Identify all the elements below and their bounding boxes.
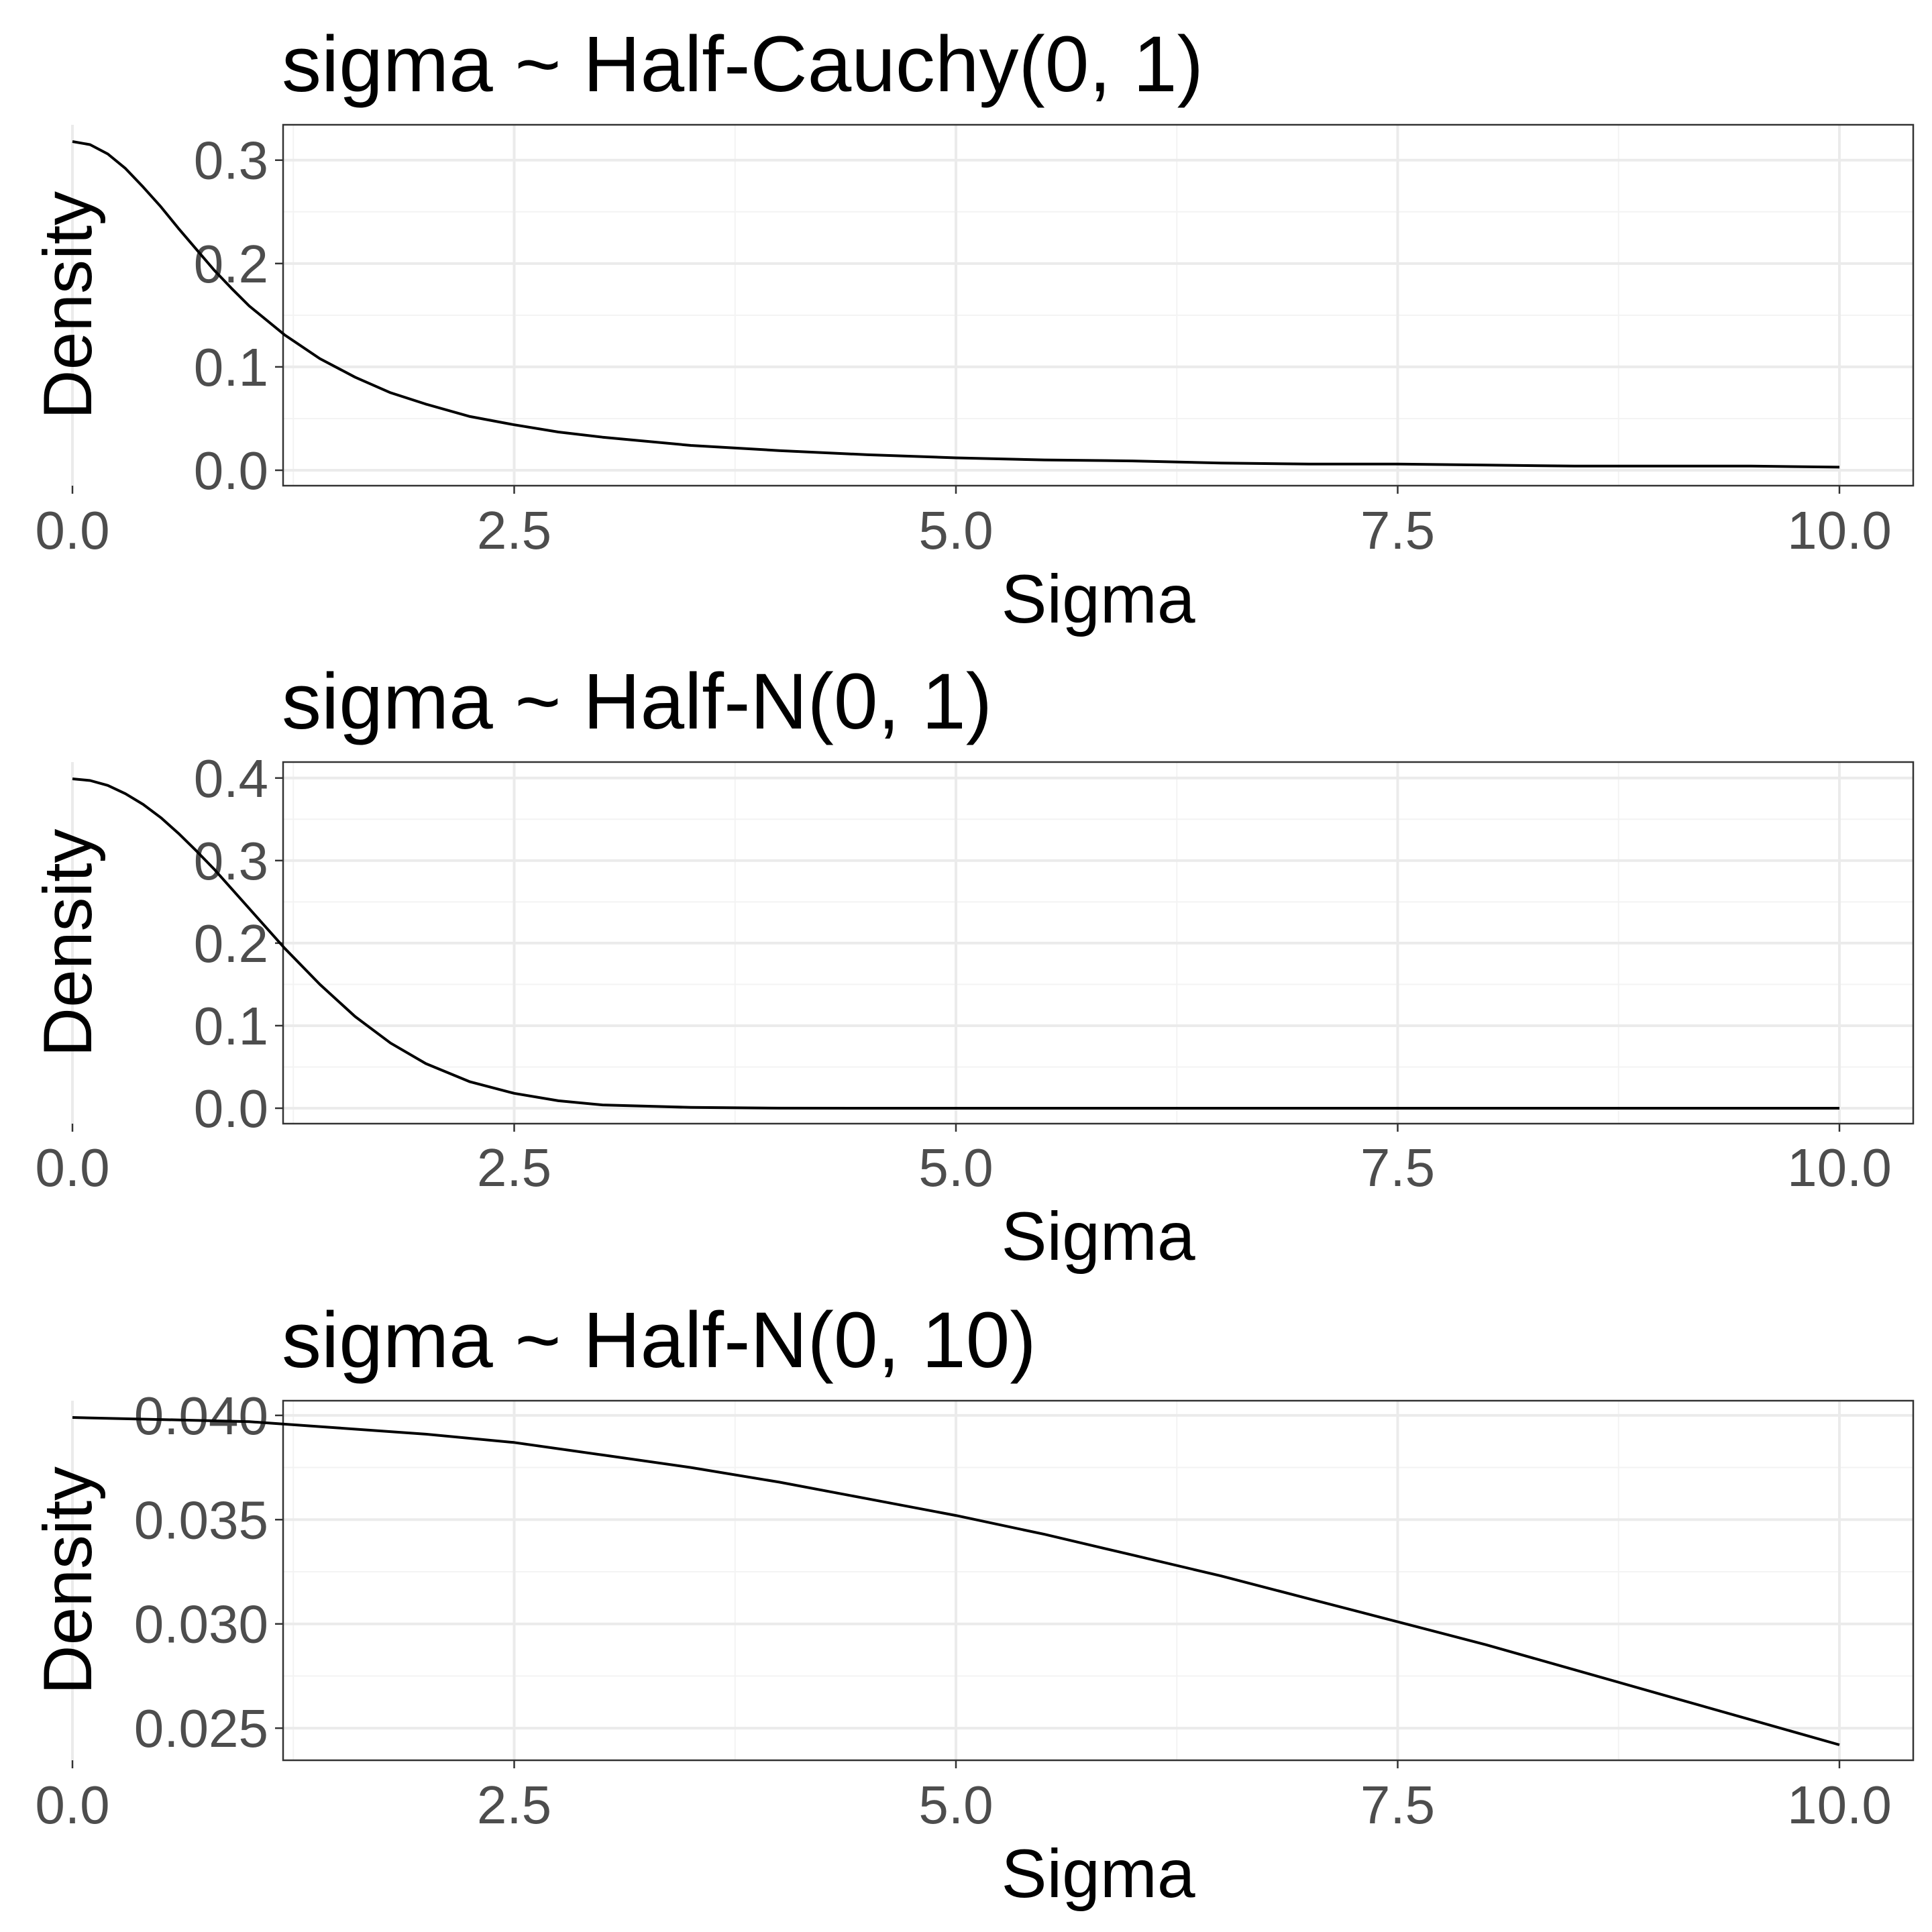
chart-title: sigma ~ Half-Cauchy(0, 1) [282, 20, 1203, 109]
chart-panel-3: 0.0 2.5 5.0 7.5 10.0 0.025 0.030 0.035 0.040sigm… [30, 1296, 1915, 1912]
y-tick-label: 0.0 [194, 1079, 268, 1138]
chart-title: sigma ~ Half-N(0, 10) [282, 1296, 1036, 1385]
x-axis-label: Sigma [1001, 1835, 1195, 1912]
x-tick-label: 5.0 [918, 1775, 993, 1835]
chart-title: sigma ~ Half-N(0, 1) [282, 657, 992, 746]
y-tick-label: 0.1 [194, 337, 268, 397]
density-curve [72, 140, 1840, 469]
y-tick-label: 0.0 [194, 441, 268, 500]
x-tick-label: 2.5 [477, 500, 551, 560]
x-tick-label: 10.0 [1787, 1775, 1892, 1835]
y-tick-label: 0.2 [194, 914, 268, 973]
x-tick-label: 2.5 [477, 1775, 551, 1835]
x-tick-label: 7.5 [1360, 1775, 1435, 1835]
y-tick-label: 0.3 [194, 131, 268, 191]
x-axis-label: Sigma [1001, 1198, 1195, 1275]
x-tick-label: 7.5 [1360, 500, 1435, 560]
y-tick-label: 0.035 [134, 1490, 268, 1550]
y-tick-label: 0.040 [134, 1386, 268, 1446]
x-tick-label: 10.0 [1787, 500, 1892, 560]
x-tick-label: 10.0 [1787, 1138, 1892, 1197]
panel-border [282, 1399, 1915, 1762]
x-tick-label: 0.0 [35, 500, 109, 560]
y-tick-label: 0.4 [194, 749, 268, 808]
x-tick-label: 5.0 [918, 1138, 993, 1197]
panel-border [282, 761, 1915, 1125]
x-tick-label: 0.0 [35, 1138, 109, 1197]
panel-border [282, 123, 1915, 487]
x-tick-label: 5.0 [918, 500, 993, 560]
y-axis-label: Density [30, 1466, 106, 1695]
density-curve [72, 777, 1839, 1110]
x-tick-label: 2.5 [477, 1138, 551, 1197]
x-axis-label: Sigma [1001, 561, 1195, 637]
y-axis-label: Density [30, 191, 106, 419]
y-tick-label: 0.2 [194, 234, 268, 294]
x-tick-label: 0.0 [35, 1775, 109, 1835]
y-tick-label: 0.025 [134, 1699, 268, 1758]
y-tick-label: 0.1 [194, 996, 268, 1056]
x-tick-label: 7.5 [1360, 1138, 1435, 1197]
y-tick-label: 0.030 [134, 1595, 268, 1654]
y-axis-label: Density [30, 828, 106, 1057]
density-curve [72, 1416, 1840, 1746]
